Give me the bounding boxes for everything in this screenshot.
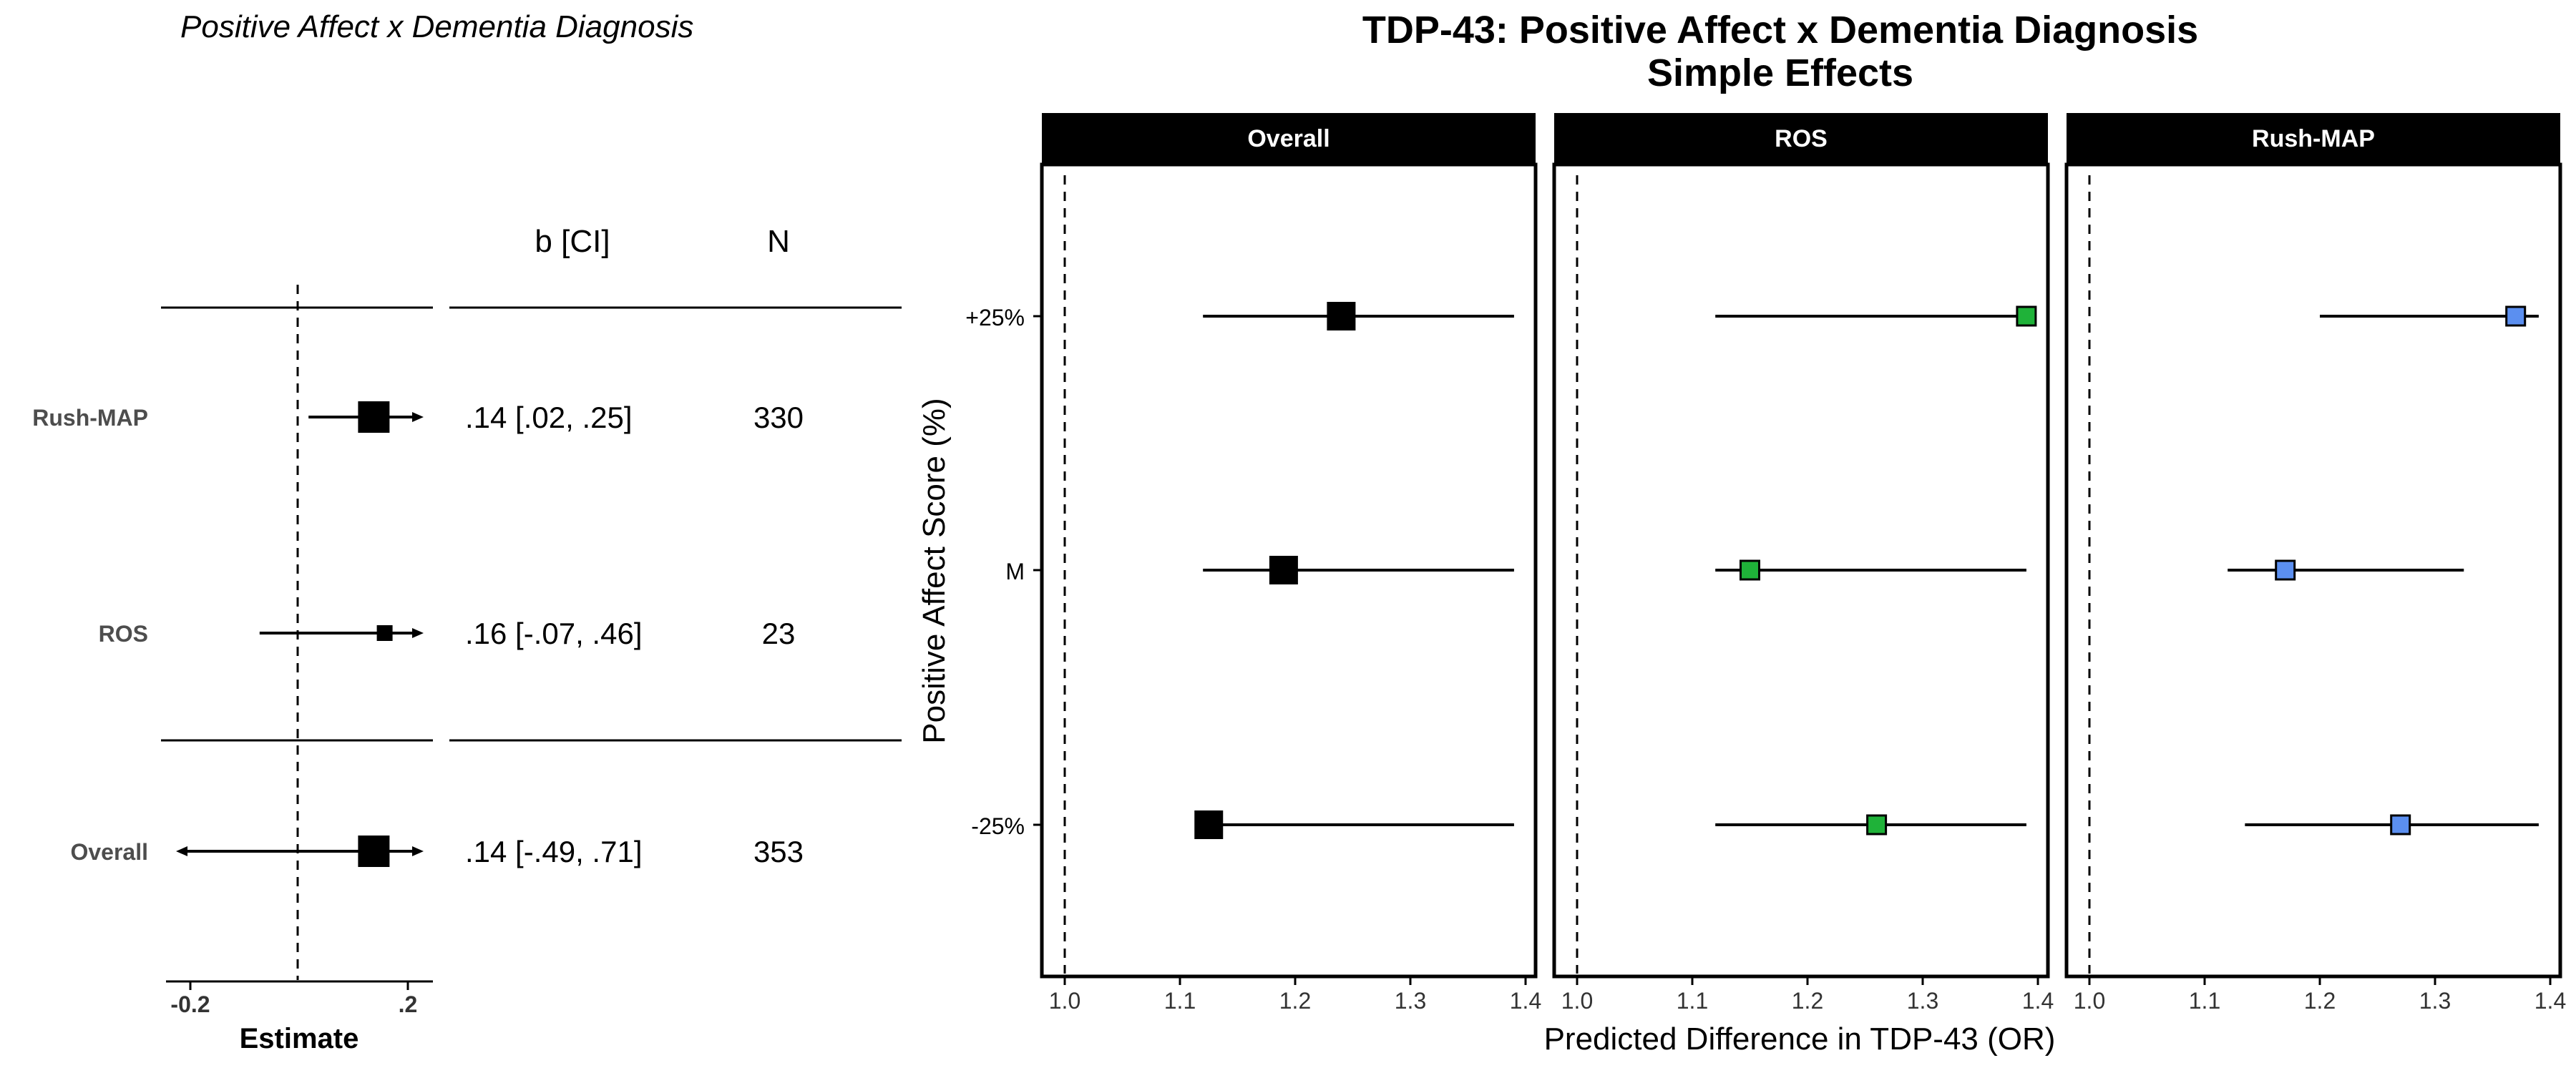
- forest-ci-text: .14 [.02, .25]: [465, 401, 633, 434]
- facet-y-label: Positive Affect Score (%): [917, 398, 952, 743]
- facet-panel-overall: Overall 1.0 1.1 1.2 1.3 1.4: [1033, 113, 1541, 1014]
- facet-panels: Overall 1.0 1.1 1.2 1.3 1.4 ROS 1.0 1.1 1.2 1.3 1.4…: [1033, 113, 2566, 1014]
- facet-panel-rush-map: Rush-MAP 1.0 1.1 1.2 1.3 1.4: [2064, 113, 2566, 1014]
- facet-point: [1327, 302, 1356, 330]
- facet-point: [1194, 810, 1224, 839]
- facet-point: [1866, 814, 1888, 836]
- facet-x-tick-label: 1.4: [2534, 988, 2566, 1014]
- facet-x-tick-label: 1.3: [2419, 988, 2451, 1014]
- forest-tick-label: .2: [399, 991, 418, 1017]
- facet-point: [1269, 556, 1298, 584]
- forest-point: [376, 625, 393, 641]
- forest-row-label: Overall: [70, 839, 148, 865]
- facet-y-tick-label: -25%: [971, 813, 1025, 839]
- forest-point: [358, 836, 390, 867]
- forest-plot: Positive Affect x Dementia Diagnosis b […: [32, 9, 902, 1054]
- forest-x-label: Estimate: [240, 1023, 359, 1054]
- facet-x-label: Predicted Difference in TDP-43 (OR): [1544, 1021, 2056, 1057]
- facet-x-tick-label: 1.2: [1792, 988, 1823, 1014]
- facet-x-tick-label: 1.0: [1561, 988, 1593, 1014]
- facet-x-tick-label: 1.1: [1677, 988, 1708, 1014]
- facet-x-tick-label: 1.2: [1279, 988, 1311, 1014]
- facet-point: [2390, 814, 2411, 836]
- forest-ci-arrow-left: [176, 846, 187, 856]
- facet-panel-border: [2064, 162, 2562, 979]
- forest-ci-arrow-right: [412, 412, 424, 422]
- forest-ci-arrow-right: [412, 628, 424, 638]
- facet-point: [2275, 559, 2296, 581]
- facet-point: [1740, 559, 1760, 581]
- facet-panel-ros: ROS 1.0 1.1 1.2 1.3 1.4: [1552, 113, 2054, 1014]
- facet-strip-label: Overall: [1247, 125, 1330, 152]
- forest-point: [358, 401, 390, 433]
- forest-n-text: 23: [762, 617, 796, 650]
- facet-strip: [1554, 113, 2048, 165]
- forest-title: Positive Affect x Dementia Diagnosis: [180, 9, 693, 44]
- facet-y-tick-label: M: [1005, 559, 1025, 584]
- forest-rows: Rush-MAP .14 [.02, .25] 330 ROS .16 [-.07, .…: [32, 401, 804, 868]
- facet-y-tick-label: +25%: [965, 305, 1025, 330]
- facet-x-tick-label: 1.1: [2189, 988, 2220, 1014]
- facet-x-tick-label: 1.2: [2304, 988, 2336, 1014]
- facet-plot: TDP-43: Positive Affect x Dementia Diagn…: [917, 9, 2566, 1057]
- facet-strip: [2067, 113, 2560, 165]
- facet-point: [2016, 305, 2037, 327]
- facet-point: [2505, 305, 2527, 327]
- forest-ci-text: .14 [-.49, .71]: [465, 835, 643, 868]
- forest-n-text: 353: [753, 835, 804, 868]
- forest-ci-header: b [CI]: [535, 224, 610, 259]
- forest-row-label: ROS: [99, 621, 148, 647]
- facet-strip: [1042, 113, 1536, 165]
- facet-panel-border: [1552, 162, 2050, 979]
- forest-n-text: 330: [753, 401, 804, 434]
- facet-strip-label: Rush-MAP: [2252, 125, 2375, 152]
- forest-ci-text: .16 [-.07, .46]: [465, 617, 643, 650]
- forest-row-label: Rush-MAP: [32, 405, 148, 431]
- forest-ci-arrow-right: [412, 846, 424, 856]
- facet-strip-label: ROS: [1775, 125, 1828, 152]
- facet-x-tick-label: 1.4: [2022, 988, 2054, 1014]
- forest-tick-label: -0.2: [170, 991, 210, 1017]
- forest-n-header: N: [767, 224, 790, 259]
- facet-title: TDP-43: Positive Affect x Dementia Diagn…: [1362, 9, 2198, 52]
- facet-subtitle: Simple Effects: [1647, 52, 1913, 94]
- facet-x-tick-label: 1.4: [1510, 988, 1541, 1014]
- facet-x-tick-label: 1.1: [1164, 988, 1196, 1014]
- facet-x-tick-label: 1.0: [2074, 988, 2105, 1014]
- facet-x-tick-label: 1.0: [1049, 988, 1080, 1014]
- facet-x-tick-label: 1.3: [1395, 988, 1426, 1014]
- facet-x-tick-label: 1.3: [1907, 988, 1938, 1014]
